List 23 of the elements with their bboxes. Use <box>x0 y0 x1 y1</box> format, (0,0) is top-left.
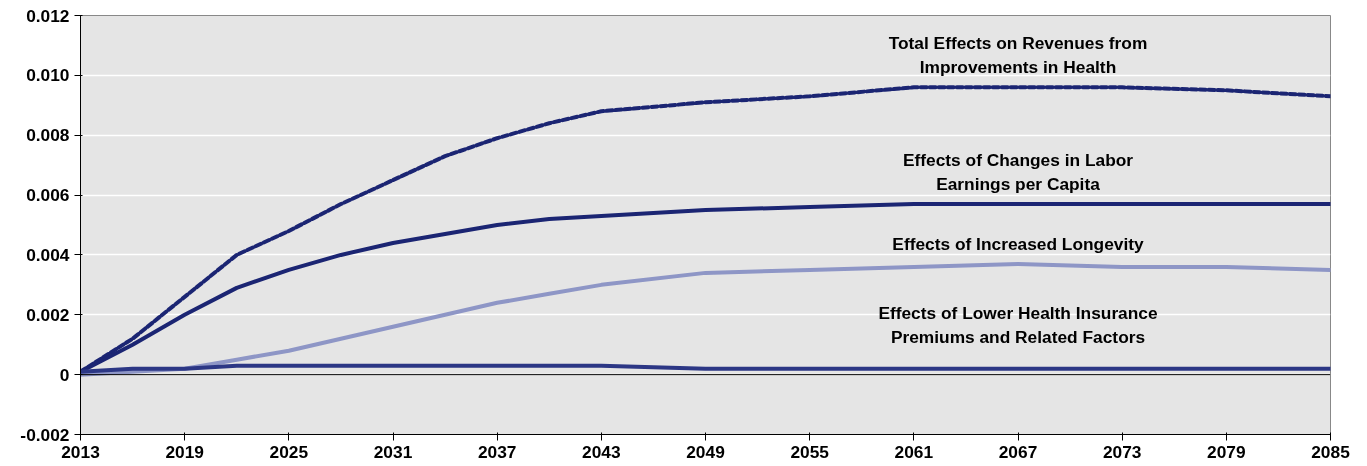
x-tick-label: 2025 <box>269 441 309 462</box>
x-tick-label: 2049 <box>686 441 725 462</box>
x-tick-label: 2079 <box>1207 441 1246 462</box>
x-tick-label: 2073 <box>1102 441 1142 462</box>
series-label: Effects of Changes in Labor Earnings per Capita <box>902 150 1134 195</box>
x-tick-label: 2043 <box>582 441 621 462</box>
y-tick-label: 0 <box>59 364 70 385</box>
x-tick-label: 2067 <box>998 441 1038 462</box>
x-tick-label: 2019 <box>165 441 204 462</box>
x-tick-label: 2031 <box>373 441 413 462</box>
series-label: Effects of Increased Longevity <box>892 233 1145 254</box>
series-label: Effects of Lower Health Insurance Premiums and Related Factors <box>878 302 1158 347</box>
y-tick-label: 0.002 <box>26 304 70 325</box>
x-tick-label: 2055 <box>790 441 830 462</box>
y-tick-label: 0.006 <box>26 185 70 206</box>
series-label: Total Effects on Revenues from Improvements in Health <box>888 33 1148 78</box>
y-tick-label: 0.008 <box>26 125 70 146</box>
x-tick-label: 2037 <box>477 441 517 462</box>
y-tick-label: 0.004 <box>26 244 70 265</box>
x-tick-label: 2085 <box>1311 441 1351 462</box>
y-tick-label: 0.010 <box>26 65 70 86</box>
x-tick-label: 2061 <box>894 441 934 462</box>
y-tick-label: 0.012 <box>26 5 70 26</box>
